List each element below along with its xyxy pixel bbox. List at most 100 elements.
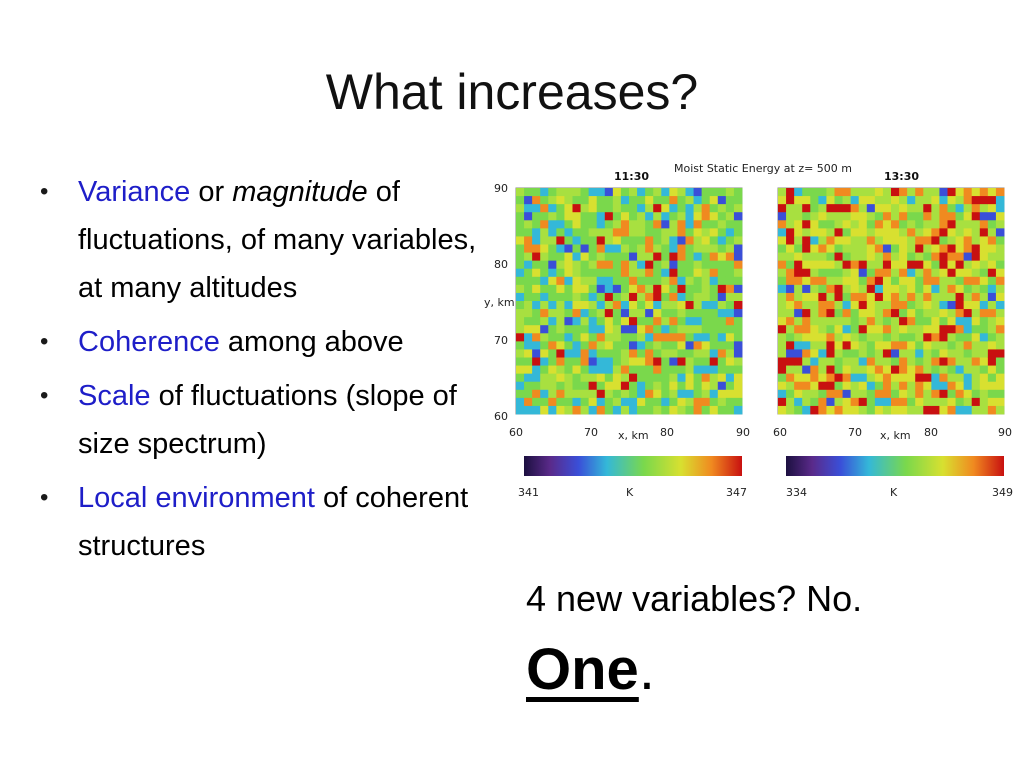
map-cell: [685, 228, 694, 237]
map-cell: [637, 276, 646, 286]
map-cell: [802, 228, 811, 237]
map-cell: [604, 309, 614, 318]
map-cell: [891, 333, 900, 342]
map-cell: [842, 389, 852, 399]
map-cell: [955, 268, 965, 278]
map-cell: [685, 373, 694, 383]
map-cell: [685, 381, 694, 391]
map-cell: [931, 292, 940, 302]
map-cell: [834, 204, 843, 213]
map-cell: [580, 220, 590, 229]
map-cell: [532, 196, 541, 205]
map-cell: [524, 325, 533, 334]
map-cell: [701, 292, 711, 302]
map-cell: [693, 341, 703, 350]
map-cell: [596, 309, 606, 318]
map-cell: [891, 204, 900, 213]
map-cell: [923, 373, 932, 383]
map-cell: [532, 244, 541, 253]
map-cell: [810, 325, 819, 334]
map-cell: [548, 349, 557, 358]
map-cell: [709, 317, 719, 326]
map-cell: [612, 196, 622, 205]
map-cell: [995, 373, 1005, 383]
map-cell: [923, 212, 932, 221]
map-cell: [987, 292, 997, 302]
map-cell: [826, 405, 835, 415]
map-cell: [564, 317, 573, 326]
map-cell: [524, 268, 533, 278]
map-cell: [882, 260, 892, 270]
map-cell: [596, 373, 606, 383]
map-cell: [669, 397, 678, 407]
map-cell: [802, 252, 811, 262]
map-cell: [540, 349, 549, 358]
map-cell: [939, 405, 948, 415]
map-cell: [580, 349, 590, 358]
map-cell: [866, 381, 876, 391]
map-cell: [653, 317, 662, 326]
map-cell: [725, 268, 735, 278]
map-cell: [915, 357, 924, 366]
map-cell: [947, 397, 956, 407]
map-cell: [709, 220, 719, 229]
map-cell: [653, 244, 662, 253]
map-cell: [786, 349, 795, 358]
map-cell: [899, 333, 908, 342]
map-cell: [701, 349, 711, 358]
map-cell: [778, 397, 787, 407]
map-cell: [653, 260, 662, 270]
map-cell: [540, 301, 549, 310]
map-cell: [939, 260, 948, 270]
map-cell: [955, 188, 965, 197]
map-cell: [947, 317, 956, 326]
map-cell: [818, 373, 827, 383]
map-cell: [685, 349, 694, 358]
figure-title: Moist Static Energy at z= 500 m: [674, 162, 852, 175]
map-cell: [677, 301, 686, 310]
map-cell: [891, 389, 900, 399]
map-cell: [596, 260, 606, 270]
map-cell: [612, 405, 622, 415]
map-cell: [963, 349, 973, 358]
map-cell: [588, 317, 598, 326]
map-cell: [596, 349, 606, 358]
map-cell: [532, 381, 541, 391]
map-cell: [653, 268, 662, 278]
map-cell: [564, 268, 573, 278]
map-cell: [637, 389, 646, 399]
map-cell: [850, 236, 860, 245]
map-cell: [693, 381, 703, 391]
map-cell: [669, 188, 678, 197]
map-cell: [947, 284, 956, 294]
map-cell: [818, 357, 827, 366]
map-cell: [947, 301, 956, 310]
map-cell: [971, 357, 981, 366]
map-cell: [669, 341, 678, 350]
map-cell: [604, 292, 614, 302]
map-cell: [604, 357, 614, 366]
map-cell: [572, 188, 581, 197]
map-cell: [891, 220, 900, 229]
map-cell: [834, 365, 843, 375]
map-cell: [995, 260, 1005, 270]
map-cell: [580, 228, 590, 237]
map-cell: [810, 317, 819, 326]
map-cell: [701, 276, 711, 286]
map-cell: [596, 341, 606, 350]
map-cell: [669, 365, 678, 375]
map-cell: [939, 365, 948, 375]
map-cell: [987, 244, 997, 253]
map-cell: [858, 260, 868, 270]
map-cell: [653, 220, 662, 229]
map-cell: [669, 252, 678, 262]
map-cell: [733, 292, 743, 302]
map-cell: [971, 244, 981, 253]
map-cell: [939, 301, 948, 310]
map-cell: [971, 212, 981, 221]
map-cell: [733, 357, 743, 366]
map-cell: [693, 284, 703, 294]
map-cell: [891, 301, 900, 310]
map-cell: [532, 309, 541, 318]
map-cell: [834, 196, 843, 205]
